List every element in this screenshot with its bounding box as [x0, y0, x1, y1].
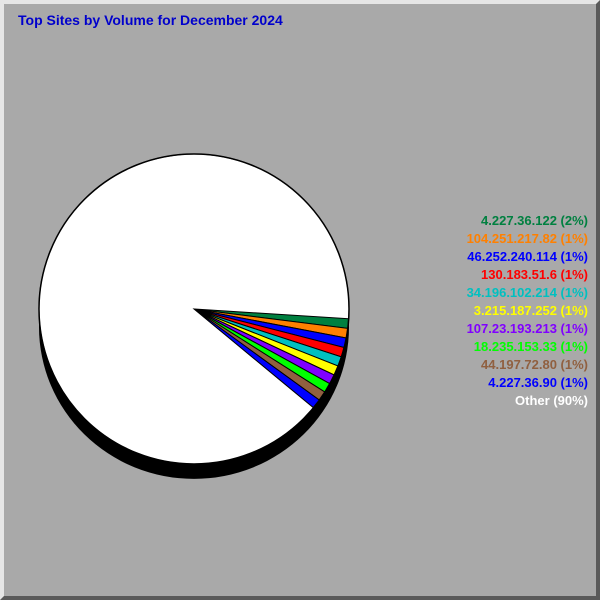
legend-item: 34.196.102.214 (1%) — [467, 284, 588, 302]
legend-item: 18.235.153.33 (1%) — [467, 338, 588, 356]
legend-item: 130.183.51.6 (1%) — [467, 266, 588, 284]
legend-item: 44.197.72.80 (1%) — [467, 356, 588, 374]
legend-item: 3.215.187.252 (1%) — [467, 302, 588, 320]
chart-title: Top Sites by Volume for December 2024 — [18, 12, 283, 28]
legend-item: 107.23.193.213 (1%) — [467, 320, 588, 338]
legend: 4.227.36.122 (2%)104.251.217.82 (1%)46.2… — [467, 212, 588, 410]
legend-item: 4.227.36.122 (2%) — [467, 212, 588, 230]
chart-frame: Top Sites by Volume for December 2024 4.… — [0, 0, 600, 600]
legend-item: 46.252.240.114 (1%) — [467, 248, 588, 266]
pie-slice — [39, 154, 349, 464]
legend-item: 104.251.217.82 (1%) — [467, 230, 588, 248]
legend-item: 4.227.36.90 (1%) — [467, 374, 588, 392]
legend-item: Other (90%) — [467, 392, 588, 410]
